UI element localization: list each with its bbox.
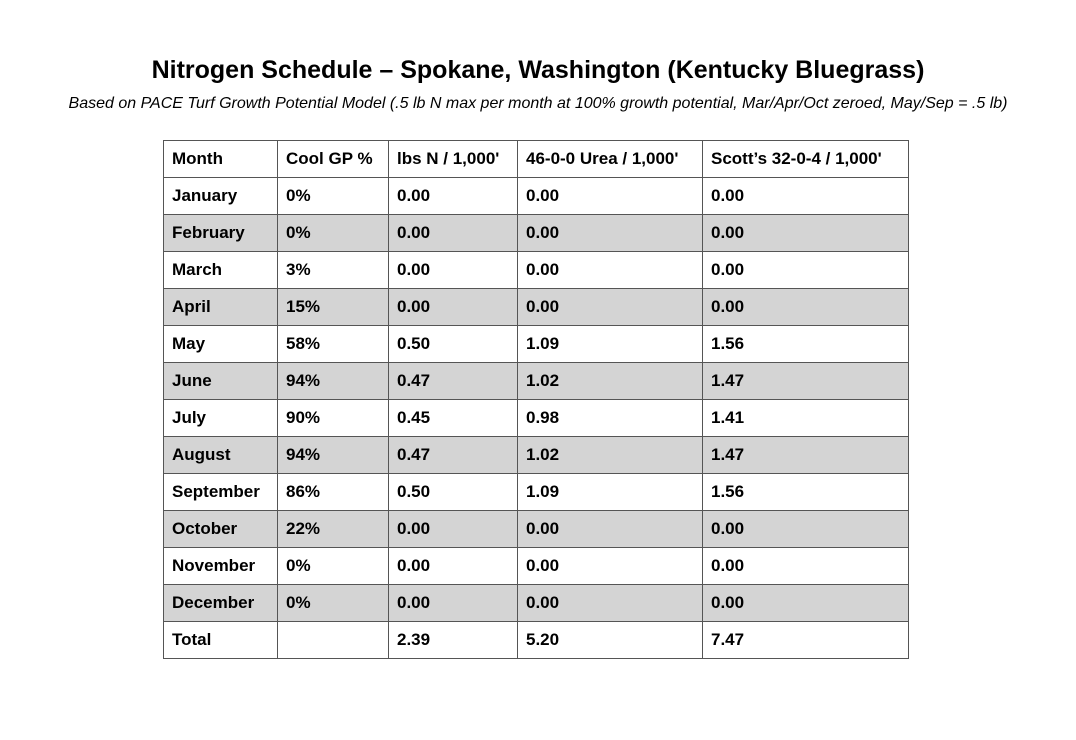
table-row: December 0% 0.00 0.00 0.00	[163, 584, 909, 622]
cell-lbs-n: 0.47	[388, 436, 518, 474]
cell-urea: 0.00	[517, 510, 703, 548]
table-row: January 0% 0.00 0.00 0.00	[163, 177, 909, 215]
cell-month: October	[163, 510, 278, 548]
cell-month: July	[163, 399, 278, 437]
cell-cool-gp: 0%	[277, 584, 389, 622]
cell-scotts: 0.00	[702, 214, 909, 252]
page-subtitle: Based on PACE Turf Growth Potential Mode…	[68, 95, 1008, 112]
total-lbs-n: 2.39	[388, 621, 518, 659]
table-row: August 94% 0.47 1.02 1.47	[163, 436, 909, 474]
cell-cool-gp: 86%	[277, 473, 389, 511]
cell-urea: 1.02	[517, 436, 703, 474]
cell-cool-gp: 22%	[277, 510, 389, 548]
total-row: Total 2.39 5.20 7.47	[163, 621, 909, 659]
cell-cool-gp: 0%	[277, 547, 389, 585]
cell-urea: 0.98	[517, 399, 703, 437]
cell-lbs-n: 0.00	[388, 251, 518, 289]
table-row: July 90% 0.45 0.98 1.41	[163, 399, 909, 437]
cell-urea: 0.00	[517, 251, 703, 289]
cell-lbs-n: 0.00	[388, 584, 518, 622]
cell-lbs-n: 0.00	[388, 288, 518, 326]
total-scotts: 7.47	[702, 621, 909, 659]
cell-scotts: 0.00	[702, 251, 909, 289]
cell-lbs-n: 0.45	[388, 399, 518, 437]
cell-scotts: 1.41	[702, 399, 909, 437]
cell-scotts: 0.00	[702, 288, 909, 326]
cell-month: March	[163, 251, 278, 289]
cell-scotts: 0.00	[702, 547, 909, 585]
total-label: Total	[163, 621, 278, 659]
cell-cool-gp: 3%	[277, 251, 389, 289]
table-row: April 15% 0.00 0.00 0.00	[163, 288, 909, 326]
cell-lbs-n: 0.47	[388, 362, 518, 400]
cell-month: November	[163, 547, 278, 585]
cell-month: May	[163, 325, 278, 363]
cell-month: June	[163, 362, 278, 400]
cell-cool-gp: 15%	[277, 288, 389, 326]
cell-urea: 0.00	[517, 547, 703, 585]
column-header-cool-gp: Cool GP %	[277, 140, 389, 178]
cell-lbs-n: 0.50	[388, 473, 518, 511]
table-row: May 58% 0.50 1.09 1.56	[163, 325, 909, 363]
table-row: June 94% 0.47 1.02 1.47	[163, 362, 909, 400]
cell-scotts: 1.56	[702, 325, 909, 363]
cell-month: January	[163, 177, 278, 215]
table-body: January 0% 0.00 0.00 0.00 February 0% 0.00 0.00 0…	[163, 177, 909, 622]
cell-scotts: 0.00	[702, 177, 909, 215]
cell-month: December	[163, 584, 278, 622]
table-row: February 0% 0.00 0.00 0.00	[163, 214, 909, 252]
cell-urea: 1.09	[517, 325, 703, 363]
cell-month: August	[163, 436, 278, 474]
total-urea: 5.20	[517, 621, 703, 659]
table-row: March 3% 0.00 0.00 0.00	[163, 251, 909, 289]
cell-cool-gp: 0%	[277, 177, 389, 215]
table-row: October 22% 0.00 0.00 0.00	[163, 510, 909, 548]
table-row: November 0% 0.00 0.00 0.00	[163, 547, 909, 585]
cell-lbs-n: 0.00	[388, 510, 518, 548]
cell-month: April	[163, 288, 278, 326]
cell-cool-gp: 58%	[277, 325, 389, 363]
cell-cool-gp: 90%	[277, 399, 389, 437]
column-header-lbs-n: lbs N / 1,000'	[388, 140, 518, 178]
cell-cool-gp: 94%	[277, 436, 389, 474]
cell-urea: 0.00	[517, 288, 703, 326]
total-cool-gp	[277, 621, 389, 659]
column-header-month: Month	[163, 140, 278, 178]
cell-lbs-n: 0.00	[388, 214, 518, 252]
cell-scotts: 1.47	[702, 362, 909, 400]
cell-lbs-n: 0.50	[388, 325, 518, 363]
cell-urea: 0.00	[517, 177, 703, 215]
cell-lbs-n: 0.00	[388, 547, 518, 585]
table-row: September 86% 0.50 1.09 1.56	[163, 473, 909, 511]
cell-month: February	[163, 214, 278, 252]
cell-urea: 0.00	[517, 214, 703, 252]
cell-urea: 0.00	[517, 584, 703, 622]
cell-scotts: 1.56	[702, 473, 909, 511]
nitrogen-schedule-table: Month Cool GP % lbs N / 1,000' 46-0-0 Ur…	[163, 140, 909, 659]
cell-scotts: 0.00	[702, 584, 909, 622]
cell-scotts: 0.00	[702, 510, 909, 548]
column-header-urea: 46-0-0 Urea / 1,000'	[517, 140, 703, 178]
cell-month: September	[163, 473, 278, 511]
cell-scotts: 1.47	[702, 436, 909, 474]
cell-cool-gp: 0%	[277, 214, 389, 252]
table-header-row: Month Cool GP % lbs N / 1,000' 46-0-0 Ur…	[163, 140, 909, 178]
cell-lbs-n: 0.00	[388, 177, 518, 215]
cell-cool-gp: 94%	[277, 362, 389, 400]
cell-urea: 1.02	[517, 362, 703, 400]
column-header-scotts: Scott’s 32-0-4 / 1,000'	[702, 140, 909, 178]
page-title: Nitrogen Schedule – Spokane, Washington …	[151, 56, 925, 84]
cell-urea: 1.09	[517, 473, 703, 511]
